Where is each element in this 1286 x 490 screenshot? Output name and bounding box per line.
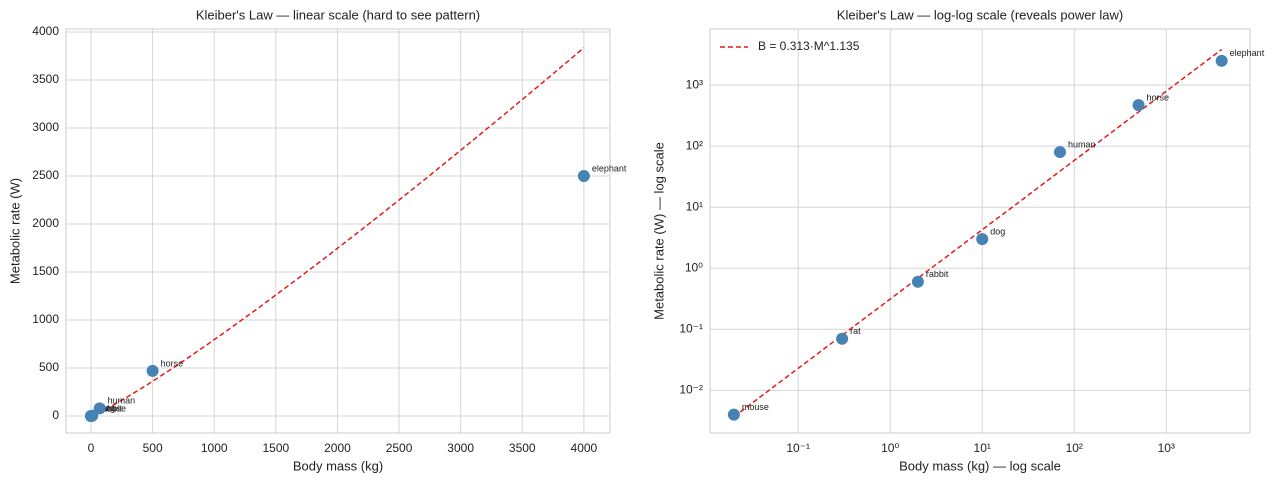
y-tick-label: 1500: [32, 264, 59, 278]
point: [976, 233, 989, 246]
point-label: elephant: [1230, 48, 1265, 58]
plot-frame: [65, 28, 611, 434]
legend-label: B = 0.313·M^1.135: [758, 39, 860, 53]
y-tick-label: 4000: [32, 24, 59, 38]
x-tick-label: 10³: [1158, 441, 1175, 455]
y-tick-label: 2500: [32, 168, 59, 182]
y-tick-label: 2000: [32, 216, 59, 230]
y-tick-label: 10⁻²: [679, 383, 703, 397]
point-label: rabbit: [926, 269, 949, 279]
point: [727, 408, 740, 421]
chart-title: Kleiber's Law — linear scale (hard to se…: [196, 7, 480, 22]
x-tick-label: 10²: [1066, 441, 1083, 455]
x-tick-label: 1500: [262, 441, 289, 455]
point-label: horse: [161, 358, 184, 368]
y-tick-label: 10⁻¹: [679, 321, 703, 335]
y-tick-label: 3500: [32, 72, 59, 86]
y-tick-label: 10¹: [686, 199, 703, 213]
point-label: horse: [1147, 92, 1170, 102]
x-tick-label: 4000: [571, 441, 598, 455]
x-tick-label: 2500: [386, 441, 413, 455]
y-tick-label: 0: [52, 408, 59, 422]
y-axis-label: Metabolic rate (W): [7, 178, 22, 284]
y-tick-label: 10²: [686, 138, 703, 152]
chart-title: Kleiber's Law — log-log scale (reveals p…: [837, 7, 1123, 22]
x-tick-label: 0: [88, 441, 95, 455]
point-label: mouse: [742, 402, 769, 412]
point: [93, 402, 106, 415]
point: [836, 332, 849, 345]
point: [1132, 99, 1145, 112]
point-label: mouse: [99, 403, 126, 413]
y-tick-label: 500: [39, 360, 59, 374]
point: [1053, 146, 1066, 159]
fit-line: [90, 47, 585, 417]
point-label: human: [108, 396, 136, 406]
point-label: dog: [990, 226, 1005, 236]
point: [146, 364, 159, 377]
y-tick-label: 3000: [32, 120, 59, 134]
y-tick-label: 10³: [686, 77, 703, 91]
x-axis-label: Body mass (kg): [293, 458, 383, 473]
y-axis-label: Metabolic rate (W) — log scale: [651, 142, 666, 320]
point: [86, 409, 99, 422]
point-label: dog: [100, 403, 115, 413]
point: [1215, 54, 1228, 67]
x-tick-label: 3000: [447, 441, 474, 455]
x-tick-label: 10⁻¹: [786, 441, 810, 455]
x-tick-label: 10⁰: [881, 441, 899, 455]
x-tick-label: 1000: [201, 441, 228, 455]
fit-line: [733, 48, 1223, 418]
point-label: elephant: [592, 163, 627, 173]
point: [577, 169, 590, 182]
point-label: rabbit: [99, 403, 122, 413]
point: [911, 275, 924, 288]
x-tick-label: 10¹: [974, 441, 991, 455]
y-tick-label: 1000: [32, 312, 59, 326]
y-tick-label: 10⁰: [685, 260, 703, 274]
plot-frame: [709, 28, 1251, 434]
point-label: human: [1068, 139, 1096, 149]
x-tick-label: 500: [143, 441, 163, 455]
x-tick-label: 2000: [324, 441, 351, 455]
x-axis-label: Body mass (kg) — log scale: [899, 458, 1061, 473]
point-label: rat: [850, 326, 861, 336]
x-tick-label: 3500: [509, 441, 536, 455]
